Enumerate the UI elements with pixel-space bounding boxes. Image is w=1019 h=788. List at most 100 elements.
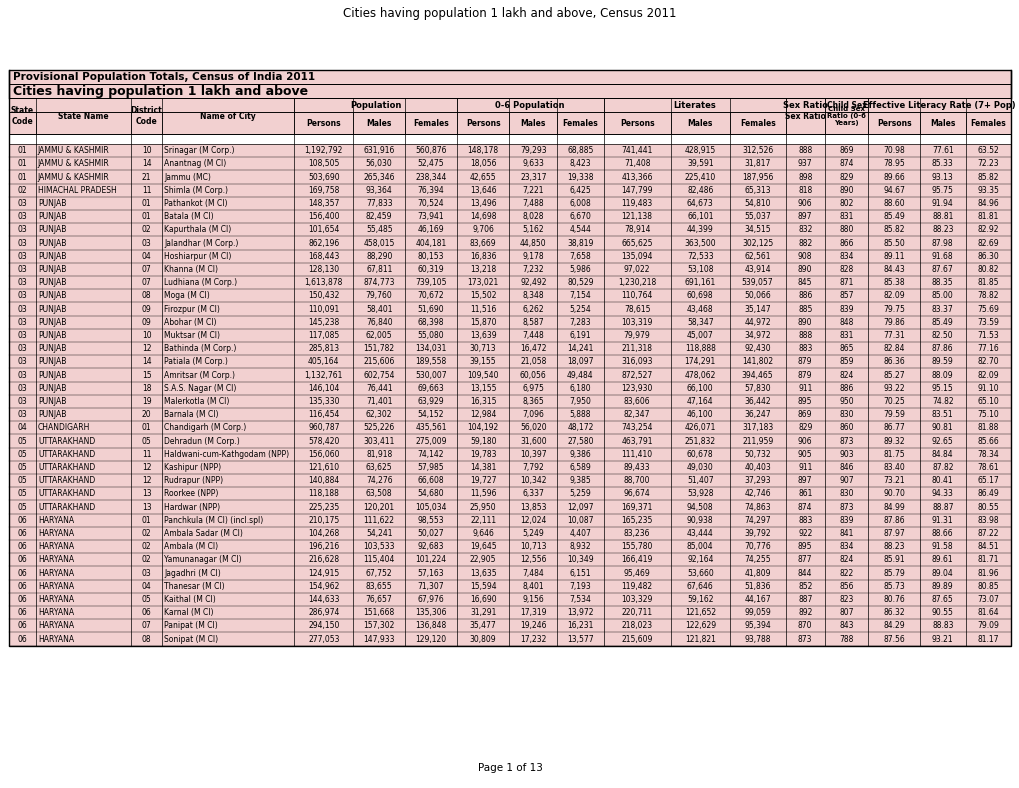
Bar — [405, 316, 457, 329]
Bar — [405, 461, 457, 474]
Bar — [9, 157, 36, 170]
Text: 89.89: 89.89 — [931, 582, 953, 591]
Text: 65,313: 65,313 — [744, 186, 770, 195]
Text: 21: 21 — [142, 173, 151, 181]
Bar — [824, 329, 867, 342]
Bar — [162, 540, 294, 553]
Bar — [785, 381, 824, 395]
Text: 890: 890 — [797, 265, 812, 274]
Bar — [9, 633, 36, 645]
Text: 147,799: 147,799 — [621, 186, 652, 195]
Bar — [457, 289, 508, 303]
Bar — [457, 448, 508, 461]
Bar — [867, 593, 919, 606]
Text: PUNJAB: PUNJAB — [38, 225, 66, 234]
Text: 91.68: 91.68 — [931, 251, 953, 261]
Text: 8,401: 8,401 — [522, 582, 543, 591]
Bar — [785, 170, 824, 184]
Bar — [294, 422, 353, 434]
Bar — [671, 316, 729, 329]
Text: 50,027: 50,027 — [417, 529, 443, 538]
Bar — [353, 316, 405, 329]
Text: 03: 03 — [17, 397, 28, 406]
Bar — [9, 289, 36, 303]
Text: 883: 883 — [797, 344, 811, 353]
Text: 10,349: 10,349 — [567, 556, 593, 564]
Text: Cities having population 1 lakh and above, Census 2011: Cities having population 1 lakh and abov… — [343, 6, 676, 20]
Bar — [556, 223, 603, 236]
Text: 88.23: 88.23 — [931, 225, 953, 234]
Text: 06: 06 — [17, 595, 28, 604]
Text: Abohar (M Cl): Abohar (M Cl) — [164, 318, 216, 327]
Text: 21,058: 21,058 — [520, 357, 546, 366]
Bar — [919, 553, 965, 567]
Text: 5,259: 5,259 — [569, 489, 591, 498]
Text: 22,905: 22,905 — [470, 556, 496, 564]
Text: 873: 873 — [797, 634, 812, 644]
Bar — [130, 500, 162, 514]
Text: 85.91: 85.91 — [882, 556, 904, 564]
Bar — [729, 250, 785, 263]
Text: 895: 895 — [797, 397, 812, 406]
Text: 37,293: 37,293 — [744, 476, 770, 485]
Text: 88.09: 88.09 — [931, 370, 953, 380]
Bar — [919, 487, 965, 500]
Bar — [965, 316, 1010, 329]
Text: 56,030: 56,030 — [366, 159, 392, 169]
Bar — [508, 593, 556, 606]
Text: 870: 870 — [797, 621, 812, 630]
Text: 828: 828 — [839, 265, 853, 274]
Text: 839: 839 — [839, 304, 853, 314]
Text: Name of City: Name of City — [200, 111, 256, 121]
Text: 922: 922 — [797, 529, 811, 538]
Text: 76,394: 76,394 — [417, 186, 444, 195]
Bar — [9, 329, 36, 342]
Bar — [919, 342, 965, 355]
Bar — [729, 500, 785, 514]
Text: 739,105: 739,105 — [415, 278, 446, 287]
Bar — [36, 606, 130, 619]
Text: 60,056: 60,056 — [520, 370, 546, 380]
Text: Amritsar (M Corp.): Amritsar (M Corp.) — [164, 370, 234, 380]
Text: 16,231: 16,231 — [567, 621, 593, 630]
Text: 06: 06 — [17, 568, 28, 578]
Text: 120,201: 120,201 — [363, 503, 394, 511]
Text: 96,674: 96,674 — [624, 489, 650, 498]
Bar — [603, 540, 671, 553]
Text: 73,941: 73,941 — [417, 212, 443, 221]
Bar — [867, 223, 919, 236]
Text: 06: 06 — [142, 608, 151, 617]
Text: 887: 887 — [797, 595, 811, 604]
Bar — [867, 144, 919, 157]
Bar — [867, 422, 919, 434]
Bar — [294, 514, 353, 527]
Bar — [671, 422, 729, 434]
Bar — [729, 303, 785, 316]
Text: 121,610: 121,610 — [308, 463, 339, 472]
Bar — [729, 210, 785, 223]
Text: 36,247: 36,247 — [744, 410, 770, 419]
Text: 5,888: 5,888 — [569, 410, 590, 419]
Text: 93.35: 93.35 — [976, 186, 999, 195]
Text: 85.79: 85.79 — [882, 568, 904, 578]
Text: 173,021: 173,021 — [467, 278, 498, 287]
Bar — [867, 329, 919, 342]
Text: 602,754: 602,754 — [363, 370, 394, 380]
Bar — [9, 461, 36, 474]
Bar — [508, 355, 556, 369]
Bar — [9, 606, 36, 619]
Text: 156,400: 156,400 — [308, 212, 339, 221]
Text: 80.85: 80.85 — [976, 582, 998, 591]
Bar — [457, 355, 508, 369]
Text: 54,680: 54,680 — [417, 489, 443, 498]
Bar — [405, 157, 457, 170]
Text: 83.37: 83.37 — [931, 304, 953, 314]
Bar — [965, 500, 1010, 514]
Text: 12,984: 12,984 — [470, 410, 496, 419]
Bar — [162, 553, 294, 567]
Bar — [785, 369, 824, 381]
Bar — [729, 422, 785, 434]
Text: 144,633: 144,633 — [308, 595, 339, 604]
Text: 845: 845 — [797, 278, 812, 287]
Bar — [353, 474, 405, 487]
